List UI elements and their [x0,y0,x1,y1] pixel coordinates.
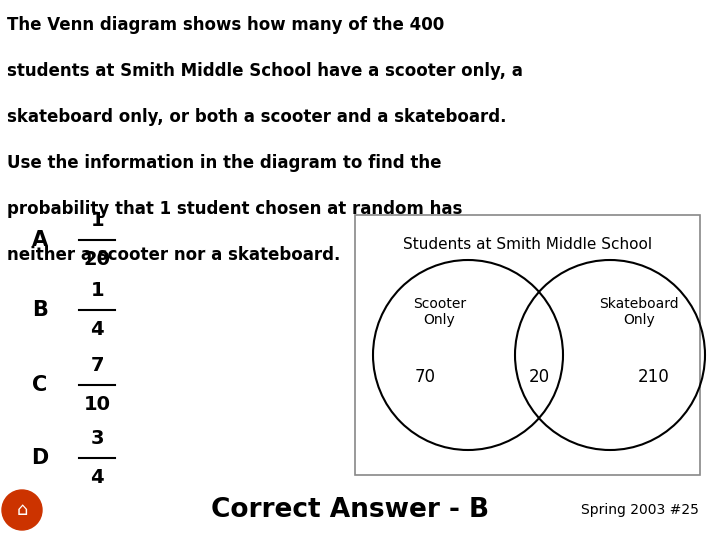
Text: Correct Answer - B: Correct Answer - B [211,497,489,523]
Text: D: D [31,448,48,468]
Text: 1: 1 [91,281,104,300]
Text: C: C [32,375,48,395]
Text: 4: 4 [91,320,104,339]
Text: 7: 7 [91,356,104,375]
Text: 20: 20 [528,368,549,386]
FancyBboxPatch shape [355,215,700,475]
Text: A: A [32,230,48,250]
Text: students at Smith Middle School have a scooter only, a: students at Smith Middle School have a s… [7,62,523,80]
Text: 70: 70 [414,368,436,386]
Text: skateboard only, or both a scooter and a skateboard.: skateboard only, or both a scooter and a… [7,108,507,126]
Text: neither a scooter nor a skateboard.: neither a scooter nor a skateboard. [7,246,341,264]
Text: 20: 20 [84,249,111,268]
Text: Spring 2003 #25: Spring 2003 #25 [581,503,699,517]
Text: Scooter
Only: Scooter Only [413,296,466,327]
Text: 1: 1 [91,212,104,231]
Text: 4: 4 [91,468,104,487]
Text: 10: 10 [84,395,111,414]
Text: B: B [32,300,48,320]
Text: probability that 1 student chosen at random has: probability that 1 student chosen at ran… [7,200,462,218]
Text: 210: 210 [637,368,669,386]
Ellipse shape [2,490,42,530]
Text: ⌂: ⌂ [17,501,27,519]
Text: Use the information in the diagram to find the: Use the information in the diagram to fi… [7,154,441,172]
Text: Students at Smith Middle School: Students at Smith Middle School [403,237,652,252]
Text: The Venn diagram shows how many of the 400: The Venn diagram shows how many of the 4… [7,16,444,34]
Text: Skateboard
Only: Skateboard Only [599,296,679,327]
Text: 3: 3 [91,429,104,449]
